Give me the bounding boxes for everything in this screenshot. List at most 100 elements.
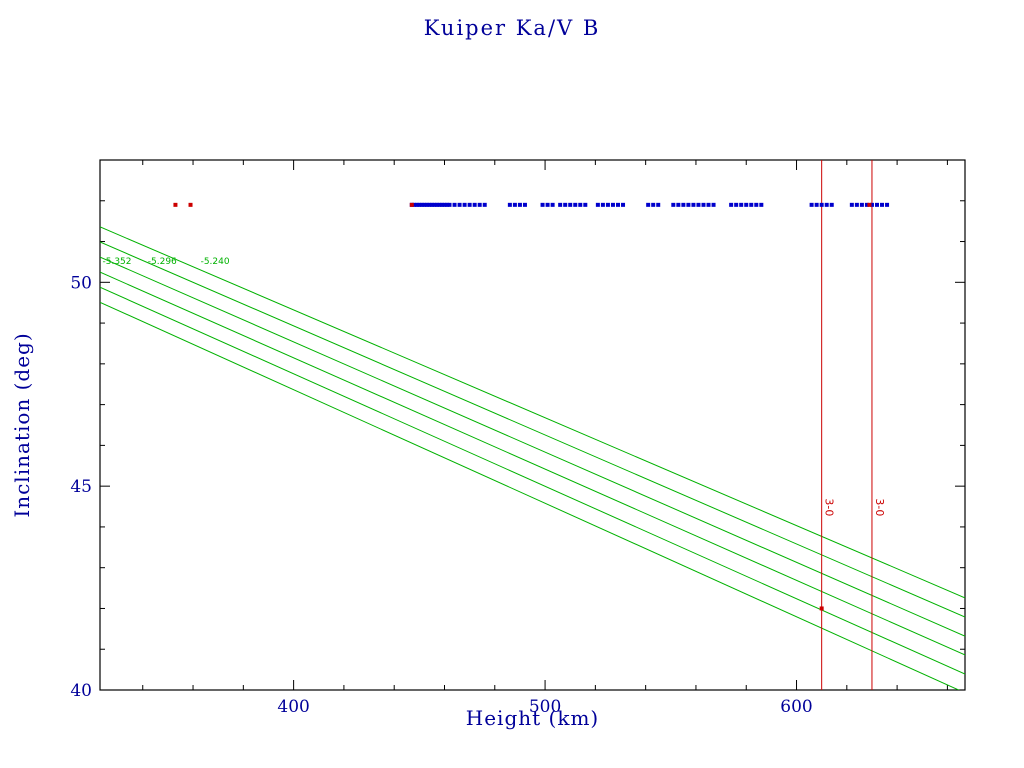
blue-data-point [610, 202, 615, 207]
blue-data-point [849, 202, 854, 207]
blue-data-point [414, 202, 419, 207]
blue-data-point [445, 202, 450, 207]
blue-data-point [646, 202, 651, 207]
blue-data-point [686, 202, 691, 207]
blue-data-point [691, 202, 696, 207]
green-line [100, 286, 965, 675]
blue-data-point [749, 202, 754, 207]
blue-data-point [744, 202, 749, 207]
blue-data-point [656, 202, 661, 207]
blue-data-point [429, 202, 434, 207]
blue-data-point [558, 202, 563, 207]
blue-data-point [427, 202, 432, 207]
red-data-point [188, 202, 193, 207]
axis-ticks [100, 160, 965, 691]
blue-data-point [447, 202, 452, 207]
blue-data-point [540, 202, 545, 207]
blue-data-point [874, 202, 879, 207]
blue-data-point [864, 202, 869, 207]
plot-frame [99, 159, 966, 691]
blue-data-point [439, 202, 444, 207]
x-tick-label: 400 [277, 697, 309, 717]
blue-data-point [412, 202, 417, 207]
blue-data-point [432, 202, 437, 207]
blue-data-point [477, 202, 482, 207]
blue-data-point [734, 202, 739, 207]
green-line-label: -5.296 [148, 257, 177, 267]
green-line-labels: -5.352 -5.296 -5.240 [103, 257, 230, 267]
blue-data-point [419, 202, 424, 207]
green-line [100, 256, 965, 637]
x-tick-label: 500 [529, 697, 561, 717]
green-line [100, 226, 965, 599]
blue-data-point [517, 202, 522, 207]
scatter-points [173, 202, 890, 611]
blue-data-point [434, 202, 439, 207]
blue-data-point [573, 202, 578, 207]
blue-data-point [563, 202, 568, 207]
blue-data-point [600, 202, 605, 207]
blue-data-point [472, 202, 477, 207]
blue-data-point [424, 202, 429, 207]
green-line-label: -5.352 [103, 257, 132, 267]
green-line [100, 271, 965, 656]
red-data-point [867, 202, 872, 207]
blue-data-point [814, 202, 819, 207]
blue-data-point [819, 202, 824, 207]
red-data-point [173, 202, 178, 207]
blue-data-point [578, 202, 583, 207]
blue-data-point [512, 202, 517, 207]
blue-data-point [880, 202, 885, 207]
blue-data-point [706, 202, 711, 207]
blue-data-point [595, 202, 600, 207]
blue-data-point [859, 202, 864, 207]
blue-data-point [462, 202, 467, 207]
vertical-line-label: 3-0 [873, 498, 886, 516]
blue-data-point [437, 202, 442, 207]
blue-data-point [754, 202, 759, 207]
blue-data-point [676, 202, 681, 207]
blue-data-point [701, 202, 706, 207]
blue-data-point [696, 202, 701, 207]
y-tick-label: 40 [70, 681, 92, 701]
x-axis-label: Height (km) [465, 706, 600, 730]
vertical-line-label: 3-0 [823, 498, 836, 516]
green-line [100, 301, 960, 690]
blue-data-point [457, 202, 462, 207]
red-data-point [819, 606, 824, 611]
blue-data-point [417, 202, 422, 207]
blue-data-point [651, 202, 656, 207]
blue-data-point [422, 202, 427, 207]
tick-labels: 400 500 600 40 45 50 [70, 273, 812, 717]
y-tick-label: 45 [70, 477, 92, 497]
blue-data-point [739, 202, 744, 207]
green-line [100, 241, 965, 618]
blue-data-point [759, 202, 764, 207]
blue-data-point [507, 202, 512, 207]
blue-data-point [869, 202, 874, 207]
blue-data-point [467, 202, 472, 207]
green-line-series [100, 226, 965, 690]
blue-data-point [605, 202, 610, 207]
blue-data-point [615, 202, 620, 207]
chart-title: Kuiper Ka/V B [423, 16, 601, 40]
red-data-point [409, 202, 414, 207]
x-tick-label: 600 [780, 697, 812, 717]
blue-data-point [729, 202, 734, 207]
blue-data-point [522, 202, 527, 207]
blue-data-point [671, 202, 676, 207]
blue-data-point [452, 202, 457, 207]
blue-data-point [583, 202, 588, 207]
blue-data-point [829, 202, 834, 207]
blue-data-point [681, 202, 686, 207]
blue-data-point [809, 202, 814, 207]
blue-data-point [568, 202, 573, 207]
blue-data-point [545, 202, 550, 207]
y-tick-label: 50 [70, 273, 92, 293]
blue-data-point [711, 202, 716, 207]
blue-data-point [885, 202, 890, 207]
green-line-label: -5.240 [201, 257, 230, 267]
blue-data-point [550, 202, 555, 207]
